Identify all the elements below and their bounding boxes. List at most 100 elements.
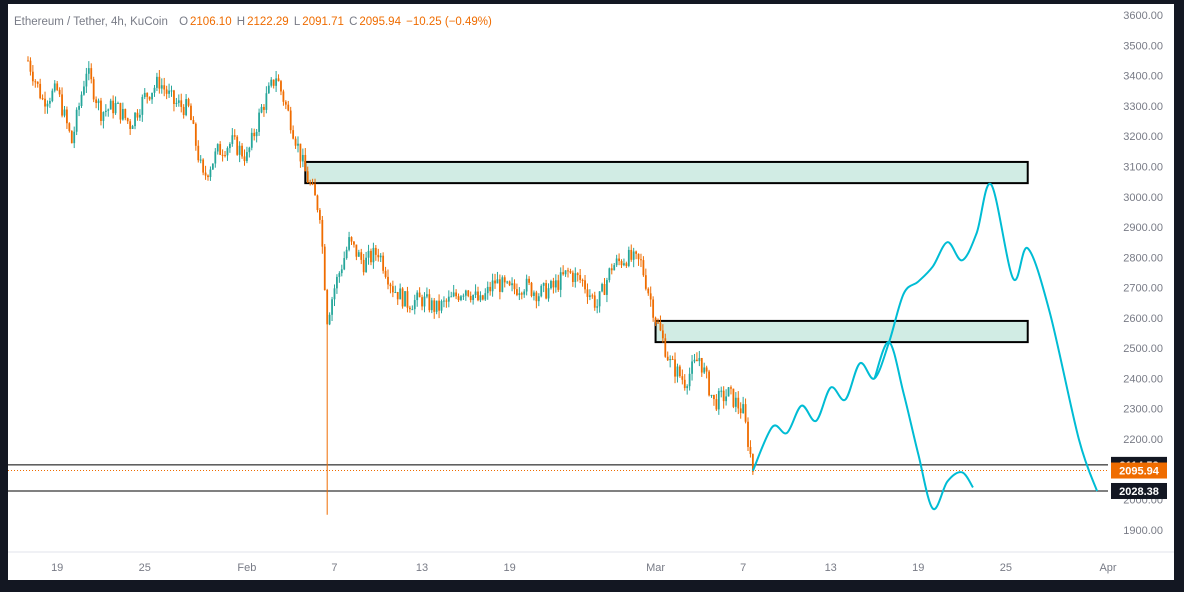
candle-body bbox=[530, 282, 533, 296]
candle-body bbox=[411, 309, 414, 311]
price-chart[interactable]: 1900.002000.002100.002200.002300.002400.… bbox=[8, 4, 1174, 580]
candle-body bbox=[326, 290, 329, 325]
candle-body bbox=[676, 366, 679, 377]
candle-body bbox=[428, 294, 431, 311]
candle-body bbox=[121, 108, 124, 120]
candle-body bbox=[148, 96, 151, 100]
candle-body bbox=[472, 294, 475, 301]
candle-body bbox=[725, 396, 728, 402]
candle-body bbox=[270, 79, 273, 86]
candle-body bbox=[374, 247, 377, 255]
time-tick-label: 7 bbox=[740, 562, 746, 574]
candle-body bbox=[391, 286, 394, 293]
candle-body bbox=[151, 92, 153, 100]
level-label-2: 2095.94 bbox=[1119, 466, 1160, 478]
candle-body bbox=[272, 79, 275, 86]
candle-body bbox=[703, 367, 706, 373]
candle-body bbox=[255, 131, 258, 137]
price-tick-label: 3400.00 bbox=[1123, 71, 1163, 83]
candle-body bbox=[175, 102, 178, 104]
chart-frame[interactable]: 1900.002000.002100.002200.002300.002400.… bbox=[8, 4, 1174, 580]
candle-body bbox=[654, 317, 657, 323]
candle-body bbox=[576, 273, 579, 276]
candle-body bbox=[289, 110, 292, 131]
candle-body bbox=[136, 112, 139, 118]
candle-body bbox=[297, 143, 299, 146]
candle-body bbox=[68, 123, 71, 131]
candle-body bbox=[85, 73, 88, 87]
candle-body bbox=[182, 106, 185, 116]
candle-body bbox=[165, 89, 168, 94]
horizontal-levels bbox=[8, 464, 1108, 492]
candle-body bbox=[438, 300, 440, 311]
time-axis[interactable]: 19 25 Feb 7 13 19 Mar 7 13 19 25 Apr bbox=[51, 562, 1117, 574]
candle-body bbox=[749, 446, 752, 455]
time-tick-label: 19 bbox=[503, 562, 515, 574]
symbol-title[interactable]: Ethereum / Tether, 4h, KuCoin bbox=[14, 16, 168, 28]
candle-body bbox=[66, 109, 68, 124]
candle-body bbox=[523, 291, 526, 295]
symbol-legend: Ethereum / Tether, 4h, KuCoin O 2106.10 H… bbox=[14, 16, 494, 28]
candle-body bbox=[484, 293, 487, 300]
candle-body bbox=[345, 249, 348, 259]
candle-body bbox=[615, 258, 618, 266]
candle-body bbox=[652, 299, 655, 318]
candle-body bbox=[533, 292, 535, 296]
candle-body bbox=[382, 255, 385, 271]
candle-body bbox=[294, 138, 297, 146]
candle-body bbox=[107, 109, 110, 111]
supply-zones bbox=[304, 160, 1029, 344]
candle-body bbox=[579, 275, 582, 280]
candle-body bbox=[657, 322, 659, 324]
candle-body bbox=[58, 89, 61, 95]
candle-body bbox=[426, 294, 428, 297]
candle-body bbox=[97, 100, 100, 104]
candle-body bbox=[603, 284, 606, 295]
candle-body bbox=[246, 152, 248, 162]
time-tick-label: 25 bbox=[1000, 562, 1012, 574]
candle-body bbox=[46, 103, 49, 107]
candle-body bbox=[584, 280, 586, 290]
candle-body bbox=[112, 100, 115, 114]
time-tick-label: 19 bbox=[51, 562, 63, 574]
candle-body bbox=[187, 99, 190, 106]
candle-body bbox=[445, 300, 448, 302]
candle-body bbox=[27, 60, 29, 62]
candle-body bbox=[275, 78, 278, 86]
candle-body bbox=[722, 390, 725, 402]
supply-zone-1 bbox=[304, 160, 1029, 185]
candle-body bbox=[562, 272, 565, 275]
candle-body bbox=[557, 280, 560, 290]
candle-body bbox=[61, 94, 63, 116]
candle-body bbox=[146, 92, 149, 97]
candle-body bbox=[669, 359, 672, 361]
candle-body bbox=[516, 289, 518, 295]
candle-body bbox=[29, 60, 32, 72]
candle-body bbox=[156, 76, 158, 88]
candle-body bbox=[481, 295, 484, 300]
candle-body bbox=[260, 106, 263, 113]
candle-body bbox=[250, 132, 253, 148]
candle-body bbox=[501, 277, 504, 292]
candle-body bbox=[550, 280, 552, 289]
candle-body bbox=[698, 357, 701, 362]
price-tick-label: 3300.00 bbox=[1123, 101, 1163, 113]
candle-body bbox=[119, 102, 122, 120]
candle-body bbox=[209, 169, 212, 178]
candle-body bbox=[606, 280, 608, 295]
candle-body bbox=[418, 292, 421, 298]
candle-body bbox=[221, 154, 224, 156]
candle-body bbox=[158, 76, 161, 89]
candle-body bbox=[338, 273, 341, 277]
candle-body bbox=[299, 143, 302, 162]
candle-body bbox=[734, 397, 737, 407]
candle-body bbox=[464, 290, 467, 296]
candle-body bbox=[202, 159, 205, 173]
candle-body bbox=[623, 263, 625, 266]
candle-body bbox=[569, 271, 572, 273]
candle-body bbox=[601, 284, 603, 292]
candle-body bbox=[80, 94, 83, 106]
candle-body bbox=[143, 92, 146, 98]
candle-body bbox=[430, 300, 433, 311]
